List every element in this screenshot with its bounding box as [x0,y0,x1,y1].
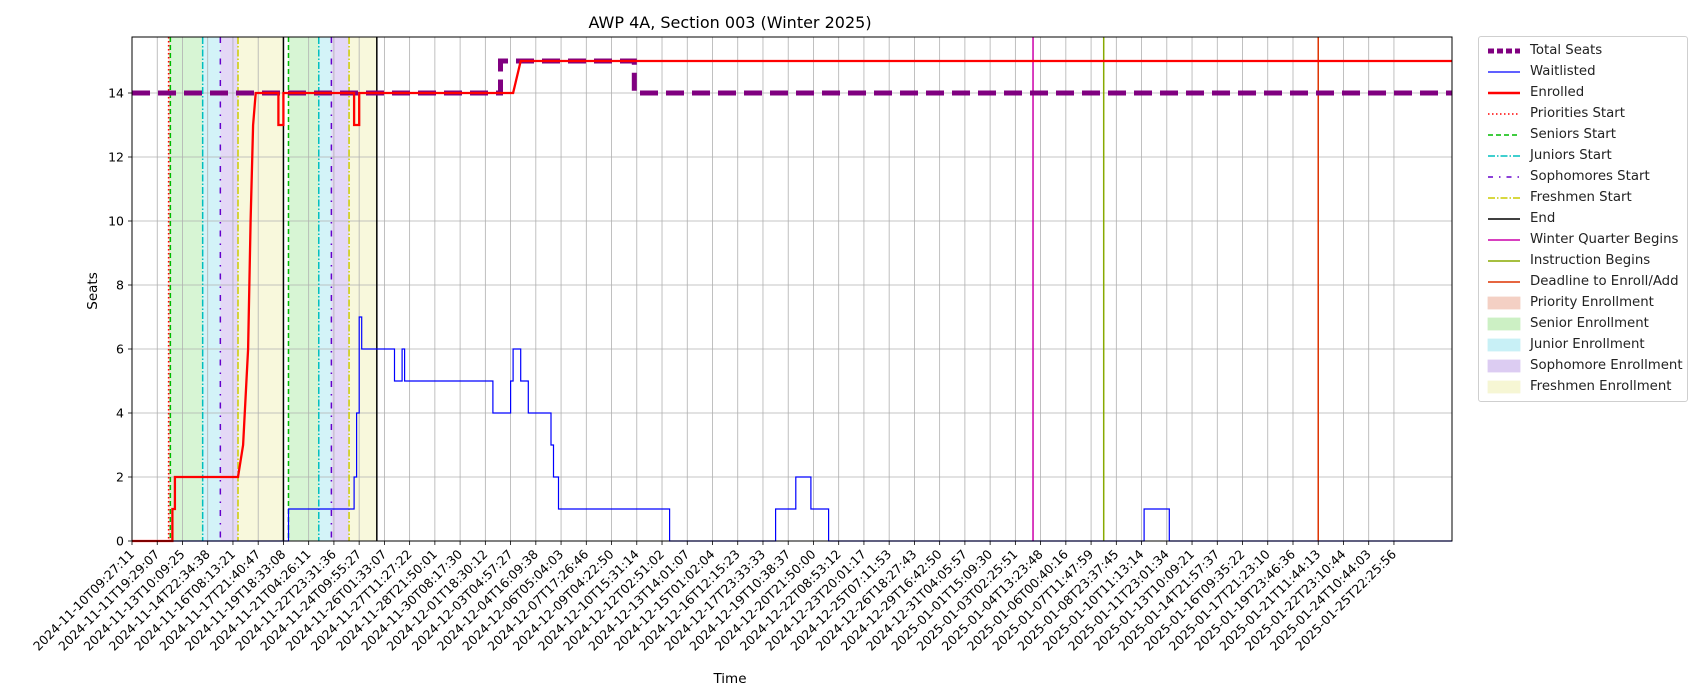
legend-item: Waitlisted [1479,61,1687,82]
legend-swatch [1487,317,1521,330]
y-tick-label: 14 [108,86,124,101]
y-tick-label: 10 [108,214,124,229]
x-axis-ticks: 2024-11-10T09:27:112024-11-11T19:29:0720… [30,541,1399,654]
series-line [132,316,1452,542]
y-tick-label: 12 [108,150,124,165]
series-line [132,59,1452,543]
legend-swatch [1488,280,1520,283]
shaded-region [170,37,203,541]
legend-swatch [1488,196,1520,199]
shaded-region [331,37,350,541]
legend-label: Sophomores Start [1530,169,1650,184]
legend-swatch [1488,238,1520,241]
shaded-region [238,37,284,541]
legend-label: Priority Enrollment [1530,295,1654,310]
legend-label: Instruction Begins [1530,253,1651,268]
legend-item: Freshmen Enrollment [1479,376,1687,397]
legend-item: Freshmen Start [1479,187,1687,208]
y-tick-label: 0 [116,534,124,549]
legend-item: Instruction Begins [1479,250,1687,271]
shaded-region [202,37,221,541]
legend-swatch [1488,48,1520,53]
legend-label: End [1530,211,1556,226]
series [132,58,1452,543]
legend-label: Priorities Start [1530,106,1625,121]
legend-item: Total Seats [1479,40,1687,61]
legend-item: Senior Enrollment [1479,313,1687,334]
legend-item: Sophomore Enrollment [1479,355,1687,376]
legend-label: Junior Enrollment [1530,337,1645,352]
legend-swatch [1488,217,1520,220]
series-line [132,58,1452,96]
legend-item: Seniors Start [1479,124,1687,145]
legend-item: Winter Quarter Begins [1479,229,1687,250]
legend-item: Enrolled [1479,82,1687,103]
legend-item: Junior Enrollment [1479,334,1687,355]
legend-swatch [1487,296,1521,309]
x-axis-label: Time [712,671,746,687]
legend-item: Deadline to Enroll/Add [1479,271,1687,292]
legend-patch [1487,338,1521,351]
legend-swatch [1488,112,1520,115]
legend-patch [1487,359,1521,372]
legend-swatch [1487,359,1521,372]
legend-label: Enrolled [1530,85,1585,100]
shaded-region [288,37,319,541]
shaded-regions [168,37,377,541]
legend-swatch [1488,175,1520,178]
shaded-region [168,37,171,541]
legend-label: Seniors Start [1530,127,1616,142]
legend-item: Priority Enrollment [1479,292,1687,313]
y-axis-ticks: 0 2 4 6 8 10 12 14 [108,86,132,549]
legend-swatch [1488,154,1520,157]
legend-label: Deadline to Enroll/Add [1530,274,1679,289]
legend-label: Juniors Start [1530,148,1612,163]
legend-item: Priorities Start [1479,103,1687,124]
legend-item: Sophomores Start [1479,166,1687,187]
legend-label: Senior Enrollment [1530,316,1649,331]
legend: Total Seats Waitlisted Enrolled Priorities … [1478,36,1688,402]
legend-swatch [1487,380,1521,393]
legend-swatch [1487,338,1521,351]
legend-label: Winter Quarter Begins [1530,232,1679,247]
legend-swatch [1488,70,1520,73]
y-tick-label: 2 [116,470,124,485]
shaded-region [220,37,239,541]
legend-swatch [1488,259,1520,262]
chart-title: AWP 4A, Section 003 (Winter 2025) [588,13,871,32]
legend-item: Juniors Start [1479,145,1687,166]
legend-patch [1487,296,1521,309]
vertical-markers [167,37,1319,541]
shaded-region [318,37,332,541]
y-tick-label: 8 [116,278,124,293]
plot-frame [131,36,1453,542]
legend-patch [1487,380,1521,393]
y-tick-label: 4 [116,406,124,421]
legend-swatch [1488,91,1520,94]
legend-patch [1487,317,1521,330]
legend-label: Freshmen Enrollment [1530,379,1672,394]
y-tick-label: 6 [116,342,124,357]
legend-label: Sophomore Enrollment [1530,358,1683,373]
legend-label: Freshmen Start [1530,190,1632,205]
legend-label: Waitlisted [1530,64,1596,79]
y-axis-label: Seats [85,272,101,309]
legend-swatch [1488,133,1520,136]
legend-label: Total Seats [1530,43,1603,58]
legend-item: End [1479,208,1687,229]
